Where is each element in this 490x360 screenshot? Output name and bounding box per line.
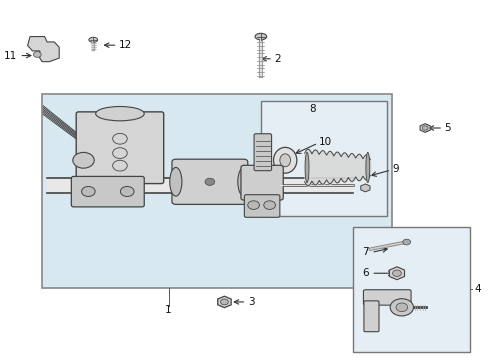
Circle shape [73, 152, 94, 168]
Circle shape [392, 270, 401, 276]
Polygon shape [218, 296, 231, 308]
Ellipse shape [89, 37, 98, 42]
Circle shape [121, 186, 134, 197]
FancyBboxPatch shape [72, 176, 144, 207]
Text: 5: 5 [444, 123, 451, 133]
FancyBboxPatch shape [76, 112, 164, 184]
Text: 3: 3 [248, 297, 254, 307]
FancyBboxPatch shape [241, 165, 283, 200]
FancyBboxPatch shape [254, 134, 271, 171]
FancyBboxPatch shape [364, 301, 379, 332]
Polygon shape [390, 267, 405, 280]
Text: 11: 11 [3, 50, 17, 60]
Bar [42, 94, 392, 288]
Circle shape [422, 126, 428, 130]
Ellipse shape [305, 152, 309, 183]
Bar [353, 226, 470, 352]
Text: 6: 6 [362, 268, 369, 278]
Text: 7: 7 [362, 247, 369, 257]
FancyBboxPatch shape [364, 290, 411, 305]
Text: 4: 4 [475, 284, 481, 294]
Circle shape [220, 299, 228, 305]
Ellipse shape [366, 152, 370, 183]
Bar [47, 178, 353, 193]
Polygon shape [27, 37, 59, 62]
Polygon shape [361, 184, 370, 192]
Text: 12: 12 [119, 40, 132, 50]
Circle shape [264, 201, 275, 210]
Text: 2: 2 [274, 54, 281, 64]
Circle shape [248, 201, 259, 210]
Ellipse shape [280, 154, 291, 167]
Circle shape [403, 239, 411, 245]
Circle shape [205, 178, 215, 185]
Ellipse shape [273, 147, 297, 173]
FancyBboxPatch shape [245, 195, 280, 217]
Ellipse shape [96, 107, 144, 121]
Ellipse shape [170, 167, 182, 196]
Text: 9: 9 [392, 164, 399, 174]
Circle shape [33, 51, 41, 57]
Bar [261, 101, 387, 216]
Text: 10: 10 [319, 138, 332, 147]
Polygon shape [420, 124, 430, 132]
Circle shape [396, 303, 408, 312]
Ellipse shape [238, 167, 250, 196]
Ellipse shape [255, 33, 267, 40]
Text: 1: 1 [165, 305, 172, 315]
Circle shape [81, 186, 95, 197]
Circle shape [390, 299, 414, 316]
FancyBboxPatch shape [172, 159, 248, 204]
Text: 8: 8 [310, 104, 316, 114]
